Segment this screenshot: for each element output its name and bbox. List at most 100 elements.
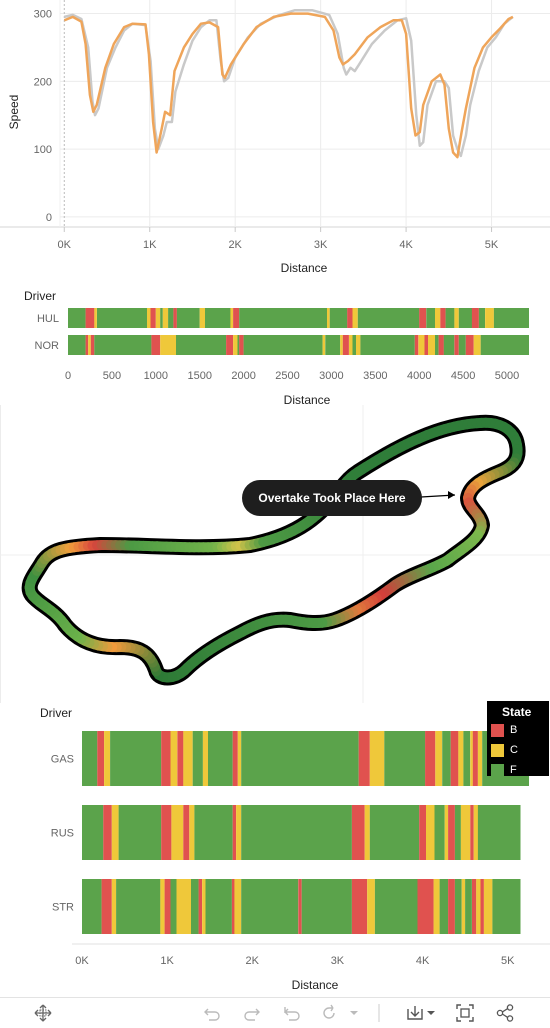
strip-segment-f: [168, 308, 173, 328]
speed-x-tick-label: 5K: [485, 239, 499, 251]
strip-segment-c: [94, 308, 97, 328]
toolbar-divider: [378, 1004, 382, 1022]
revert-icon[interactable]: [283, 1004, 301, 1022]
speed-x-tick-label: 3K: [314, 239, 328, 251]
move-icon[interactable]: [34, 1004, 52, 1022]
strip-segment-c: [478, 731, 482, 786]
strip-x-tick-label: 2000: [231, 370, 255, 382]
fullscreen-icon[interactable]: [456, 1004, 474, 1022]
strip-segment-b: [343, 335, 349, 355]
strip-segment-c: [112, 805, 119, 860]
strip-segment-f: [244, 335, 323, 355]
strip-segment-c: [474, 805, 478, 860]
strip-segment-f: [119, 805, 162, 860]
strip-segment-b: [454, 335, 458, 355]
strip-segment-f: [446, 308, 455, 328]
strip-segment-c: [485, 308, 494, 328]
strip-segment-f: [208, 731, 233, 786]
strip-segment-c: [470, 731, 473, 786]
strip-segment-c: [147, 308, 151, 328]
strip-segment-b: [233, 731, 238, 786]
redo-icon[interactable]: [243, 1004, 261, 1022]
strip-segment-f: [435, 805, 445, 860]
strip-segment-f: [442, 731, 451, 786]
download-icon[interactable]: [405, 1004, 437, 1022]
strip-segment-b: [239, 335, 243, 355]
legend-item-b[interactable]: B: [491, 723, 517, 737]
strip-segment-c: [238, 731, 241, 786]
strip-segment-b: [472, 879, 476, 934]
strip-segment-f: [360, 335, 414, 355]
speed-x-tick-label: 1K: [143, 239, 157, 251]
callout-arrow-head: [448, 491, 455, 499]
legend-label-f: F: [510, 764, 517, 776]
strip-segment-b: [439, 335, 444, 355]
strip-segment-b: [347, 308, 352, 328]
track-outline: [30, 423, 518, 678]
strip-segment-c: [171, 805, 183, 860]
strip-segment-f: [241, 879, 298, 934]
strip-segment-f: [302, 879, 352, 934]
strip-x-tick-label: 3000: [319, 370, 343, 382]
legend-item-c[interactable]: C: [491, 743, 518, 757]
strip-segment-b: [165, 879, 171, 934]
strip-x-tick-label: 0: [65, 370, 71, 382]
strip-segment-c: [434, 879, 440, 934]
strip-segment-f: [444, 335, 455, 355]
strip-segment-f: [206, 879, 232, 934]
legend-swatch-c: [491, 744, 504, 757]
strip-segment-c: [160, 879, 164, 934]
refresh-dropdown-chevron-icon[interactable]: [348, 1004, 360, 1022]
strip-segment-b: [470, 805, 473, 860]
strip-x-tick-label: 3K: [331, 955, 345, 967]
undo-icon[interactable]: [203, 1004, 221, 1022]
strip-segment-c: [200, 308, 205, 328]
strip-segment-c: [88, 335, 91, 355]
strip-segment-f: [68, 308, 86, 328]
strip-x-tick-label: 1500: [187, 370, 211, 382]
strip-segment-f: [465, 879, 472, 934]
strip-segment-b: [298, 879, 301, 934]
strip-segment-c: [426, 805, 435, 860]
strip-segment-c: [323, 335, 326, 355]
speed-y-axis-label: Speed: [7, 95, 21, 130]
strip-segment-b: [199, 879, 202, 934]
speed-lines: [64, 10, 513, 157]
strip-segment-b: [86, 335, 89, 355]
strip-segment-b: [451, 731, 459, 786]
strip-segment-c: [233, 335, 237, 355]
legend-swatch-b: [491, 724, 504, 737]
strip-segment-b: [481, 879, 484, 934]
strip-segment-c: [327, 308, 330, 328]
strip-segment-f: [426, 308, 435, 328]
strip-segment-c: [445, 805, 448, 860]
strip-x-tick-label: 1K: [160, 955, 174, 967]
legend-item-f[interactable]: F: [491, 763, 517, 777]
strip-segment-c: [156, 308, 160, 328]
strip-segment-f: [479, 308, 485, 328]
strip-segment-f: [193, 731, 203, 786]
strip-segment-c: [435, 731, 442, 786]
strip-segment-b: [233, 308, 239, 328]
strip-segment-f: [177, 308, 200, 328]
strip-segment-f: [97, 308, 147, 328]
strip-segment-c: [230, 308, 233, 328]
speed-y-tick-label: 0: [46, 212, 52, 224]
strip-segment-b: [352, 879, 367, 934]
strip-bottom-x-axis-label: Distance: [292, 978, 339, 992]
strip-segment-f: [463, 731, 470, 786]
strip-segment-c: [367, 879, 375, 934]
strip-segment-f: [440, 879, 449, 934]
share-icon[interactable]: [496, 1004, 514, 1022]
strip-segment-f: [375, 879, 418, 934]
speed-series-hul: [64, 10, 513, 156]
strip-segment-c: [458, 731, 463, 786]
refresh-icon[interactable]: [320, 1004, 338, 1022]
legend-label-b: B: [510, 724, 517, 736]
strip-segment-c: [177, 879, 192, 934]
strip-segment-b: [151, 335, 160, 355]
strip-segment-c: [171, 731, 178, 786]
strip-segment-b: [425, 731, 435, 786]
